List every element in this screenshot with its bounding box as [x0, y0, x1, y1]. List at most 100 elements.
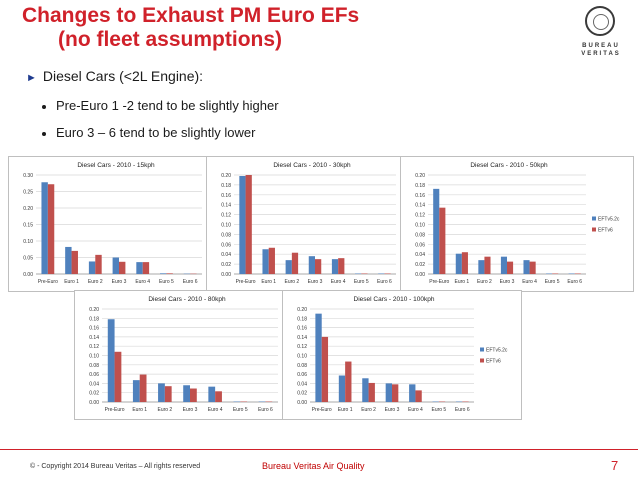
page-number: 7: [611, 458, 619, 473]
y-tick-label: 0.18: [89, 316, 99, 322]
y-tick-label: 0.12: [221, 213, 231, 219]
bar: [136, 262, 143, 274]
x-tick-label: Euro 1: [454, 279, 469, 285]
x-tick-label: Euro 5: [159, 279, 174, 285]
y-tick-label: 0.30: [23, 173, 33, 179]
y-tick-label: 0.14: [415, 203, 425, 209]
y-tick-label: 0.08: [297, 363, 307, 369]
bar: [484, 256, 491, 274]
y-tick-label: 0.08: [221, 232, 231, 238]
bar: [47, 184, 55, 274]
x-tick-label: Euro 3: [500, 279, 515, 285]
bar: [166, 273, 173, 274]
x-tick-label: Euro 6: [455, 407, 470, 413]
y-tick-label: 0.02: [297, 391, 307, 397]
x-tick-label: Euro 2: [88, 279, 103, 285]
bullet-dot-icon: [42, 131, 46, 136]
x-tick-label: Euro 1: [261, 279, 276, 285]
bar: [291, 252, 299, 274]
chart-15kph: Diesel Cars - 2010 - 15kph 0.00 0.05 0.10 0.…: [8, 156, 208, 292]
legend-label: EFTv6: [598, 228, 613, 234]
x-tick-label: Euro 5: [545, 279, 560, 285]
bar: [139, 374, 147, 402]
bar: [41, 182, 48, 274]
x-tick-label: Euro 2: [477, 279, 492, 285]
y-tick-label: 0.16: [415, 193, 425, 199]
bar: [285, 260, 292, 274]
bar: [338, 375, 346, 402]
legend-label: EFTv5.2c: [486, 348, 508, 354]
x-tick-label: Euro 4: [331, 279, 346, 285]
y-tick-label: 0.10: [297, 354, 307, 360]
bar: [385, 383, 392, 402]
bar: [95, 254, 102, 274]
y-tick-label: 0.20: [415, 173, 425, 179]
x-tick-label: Euro 6: [183, 279, 198, 285]
y-tick-label: 0.16: [297, 326, 307, 332]
bar: [461, 252, 468, 274]
bar: [321, 336, 329, 402]
legend-label: EFTv6: [486, 359, 501, 365]
legend-swatch: [480, 347, 484, 352]
footer-title: Bureau Veritas Air Quality: [262, 461, 365, 471]
legend-label: EFTv5.2c: [598, 217, 620, 223]
x-tick-label: Euro 3: [112, 279, 127, 285]
y-tick-label: 0.12: [415, 213, 425, 219]
main-bullet-text: Diesel Cars (<2L Engine):: [42, 68, 204, 84]
seal-icon: [585, 6, 615, 36]
bar: [500, 256, 507, 274]
bar: [215, 391, 222, 402]
bar: [158, 383, 165, 402]
chart-30kph: Diesel Cars - 2010 - 30kph 0.00 0.02 0.04 0.…: [206, 156, 402, 292]
logo-text-2: VERITAS: [581, 51, 621, 57]
sub-bullet: Euro 3 – 6 tend to be slightly lower: [42, 125, 255, 140]
chart-frame: [74, 290, 284, 420]
x-tick-label: Pre-Euro: [105, 407, 125, 413]
y-tick-label: 0.14: [297, 335, 307, 341]
chart-frame: [206, 156, 402, 292]
y-tick-label: 0.14: [89, 335, 99, 341]
x-tick-label: Euro 5: [354, 279, 369, 285]
bar: [88, 261, 96, 274]
bar: [338, 258, 345, 274]
x-tick-label: Euro 1: [64, 279, 79, 285]
bar: [164, 386, 172, 402]
bar: [392, 384, 399, 402]
x-tick-label: Pre-Euro: [236, 279, 256, 285]
sub-bullet-text: Pre-Euro 1 -2 tend to be slightly higher: [56, 98, 279, 113]
x-tick-label: Euro 4: [135, 279, 150, 285]
chart-title: Diesel Cars - 2010 - 100kph: [354, 296, 435, 303]
bar: [315, 313, 322, 402]
bar: [331, 259, 339, 274]
x-tick-label: Euro 2: [157, 407, 172, 413]
bar: [239, 175, 246, 274]
y-tick-label: 0.04: [297, 381, 307, 387]
bar: [112, 257, 119, 274]
x-tick-label: Euro 1: [132, 407, 147, 413]
chart-50kph: Diesel Cars - 2010 - 50kph 0.00 0.02 0.04 0.…: [400, 156, 634, 292]
arrow-bullet-icon: ►: [26, 72, 37, 84]
bar: [455, 253, 462, 274]
y-tick-label: 0.20: [23, 206, 33, 212]
y-tick-label: 0.06: [297, 372, 307, 378]
chart-title: Diesel Cars - 2010 - 30kph: [273, 162, 351, 169]
chart-title: Diesel Cars - 2010 - 15kph: [77, 162, 155, 169]
y-tick-label: 0.04: [89, 381, 99, 387]
y-tick-label: 0.12: [297, 344, 307, 350]
y-tick-label: 0.02: [89, 391, 99, 397]
y-tick-label: 0.00: [415, 272, 425, 278]
x-tick-label: Euro 6: [377, 279, 392, 285]
bar: [523, 260, 530, 274]
y-tick-label: 0.12: [89, 344, 99, 350]
x-tick-label: Euro 2: [284, 279, 299, 285]
x-tick-label: Euro 1: [338, 407, 353, 413]
chart-100kph: Diesel Cars - 2010 - 100kph 0.00 0.02 0.04 0…: [282, 290, 522, 420]
bar: [119, 261, 126, 274]
y-tick-label: 0.10: [415, 223, 425, 229]
bar: [208, 386, 216, 402]
y-tick-label: 0.14: [221, 203, 231, 209]
y-tick-label: 0.06: [89, 372, 99, 378]
bar: [345, 361, 352, 402]
y-tick-label: 0.16: [221, 193, 231, 199]
bar: [507, 261, 514, 274]
